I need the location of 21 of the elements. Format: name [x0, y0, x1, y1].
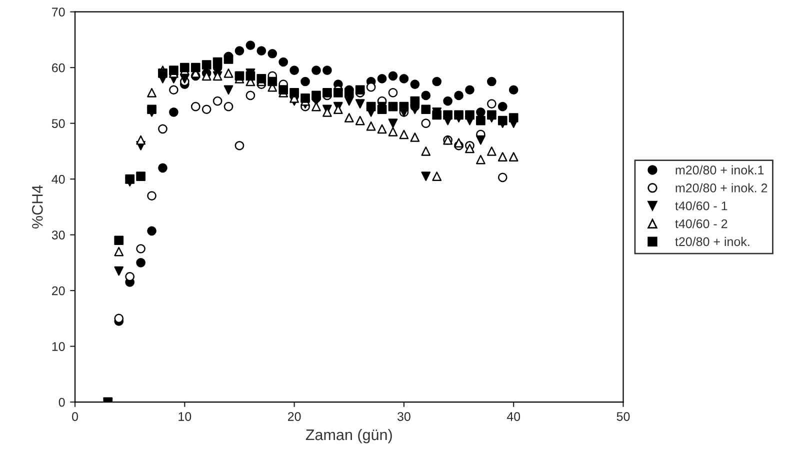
- y-tick-label: 40: [52, 174, 65, 184]
- y-tick-label: 20: [52, 286, 65, 296]
- y-tick-label: 70: [52, 8, 65, 16]
- x-tick-label: 0: [72, 412, 78, 421]
- y-tick-label: 10: [52, 342, 65, 351]
- legend-label: m20/80 + inok.1: [676, 165, 764, 174]
- legend-label: m20/80 + inok. 2: [676, 183, 768, 192]
- legend-label: t40/60 - 1: [675, 201, 728, 210]
- y-tick-label: 0: [58, 398, 65, 407]
- x-tick-label: 30: [397, 412, 410, 421]
- x-tick-label: 50: [616, 412, 630, 421]
- y-axis-title: %CH4: [32, 185, 43, 228]
- x-tick-label: 20: [288, 412, 301, 421]
- x-axis-title: Zaman (gün): [306, 428, 392, 444]
- y-tick-label: 30: [52, 230, 65, 240]
- legend-label: t40/60 - 2: [675, 219, 728, 228]
- legend-label: t20/80 + inok.: [675, 236, 750, 246]
- y-tick-label: 60: [52, 63, 65, 72]
- x-tick-label: 10: [178, 412, 192, 421]
- x-tick-label: 40: [506, 412, 520, 421]
- y-tick-label: 50: [52, 119, 65, 128]
